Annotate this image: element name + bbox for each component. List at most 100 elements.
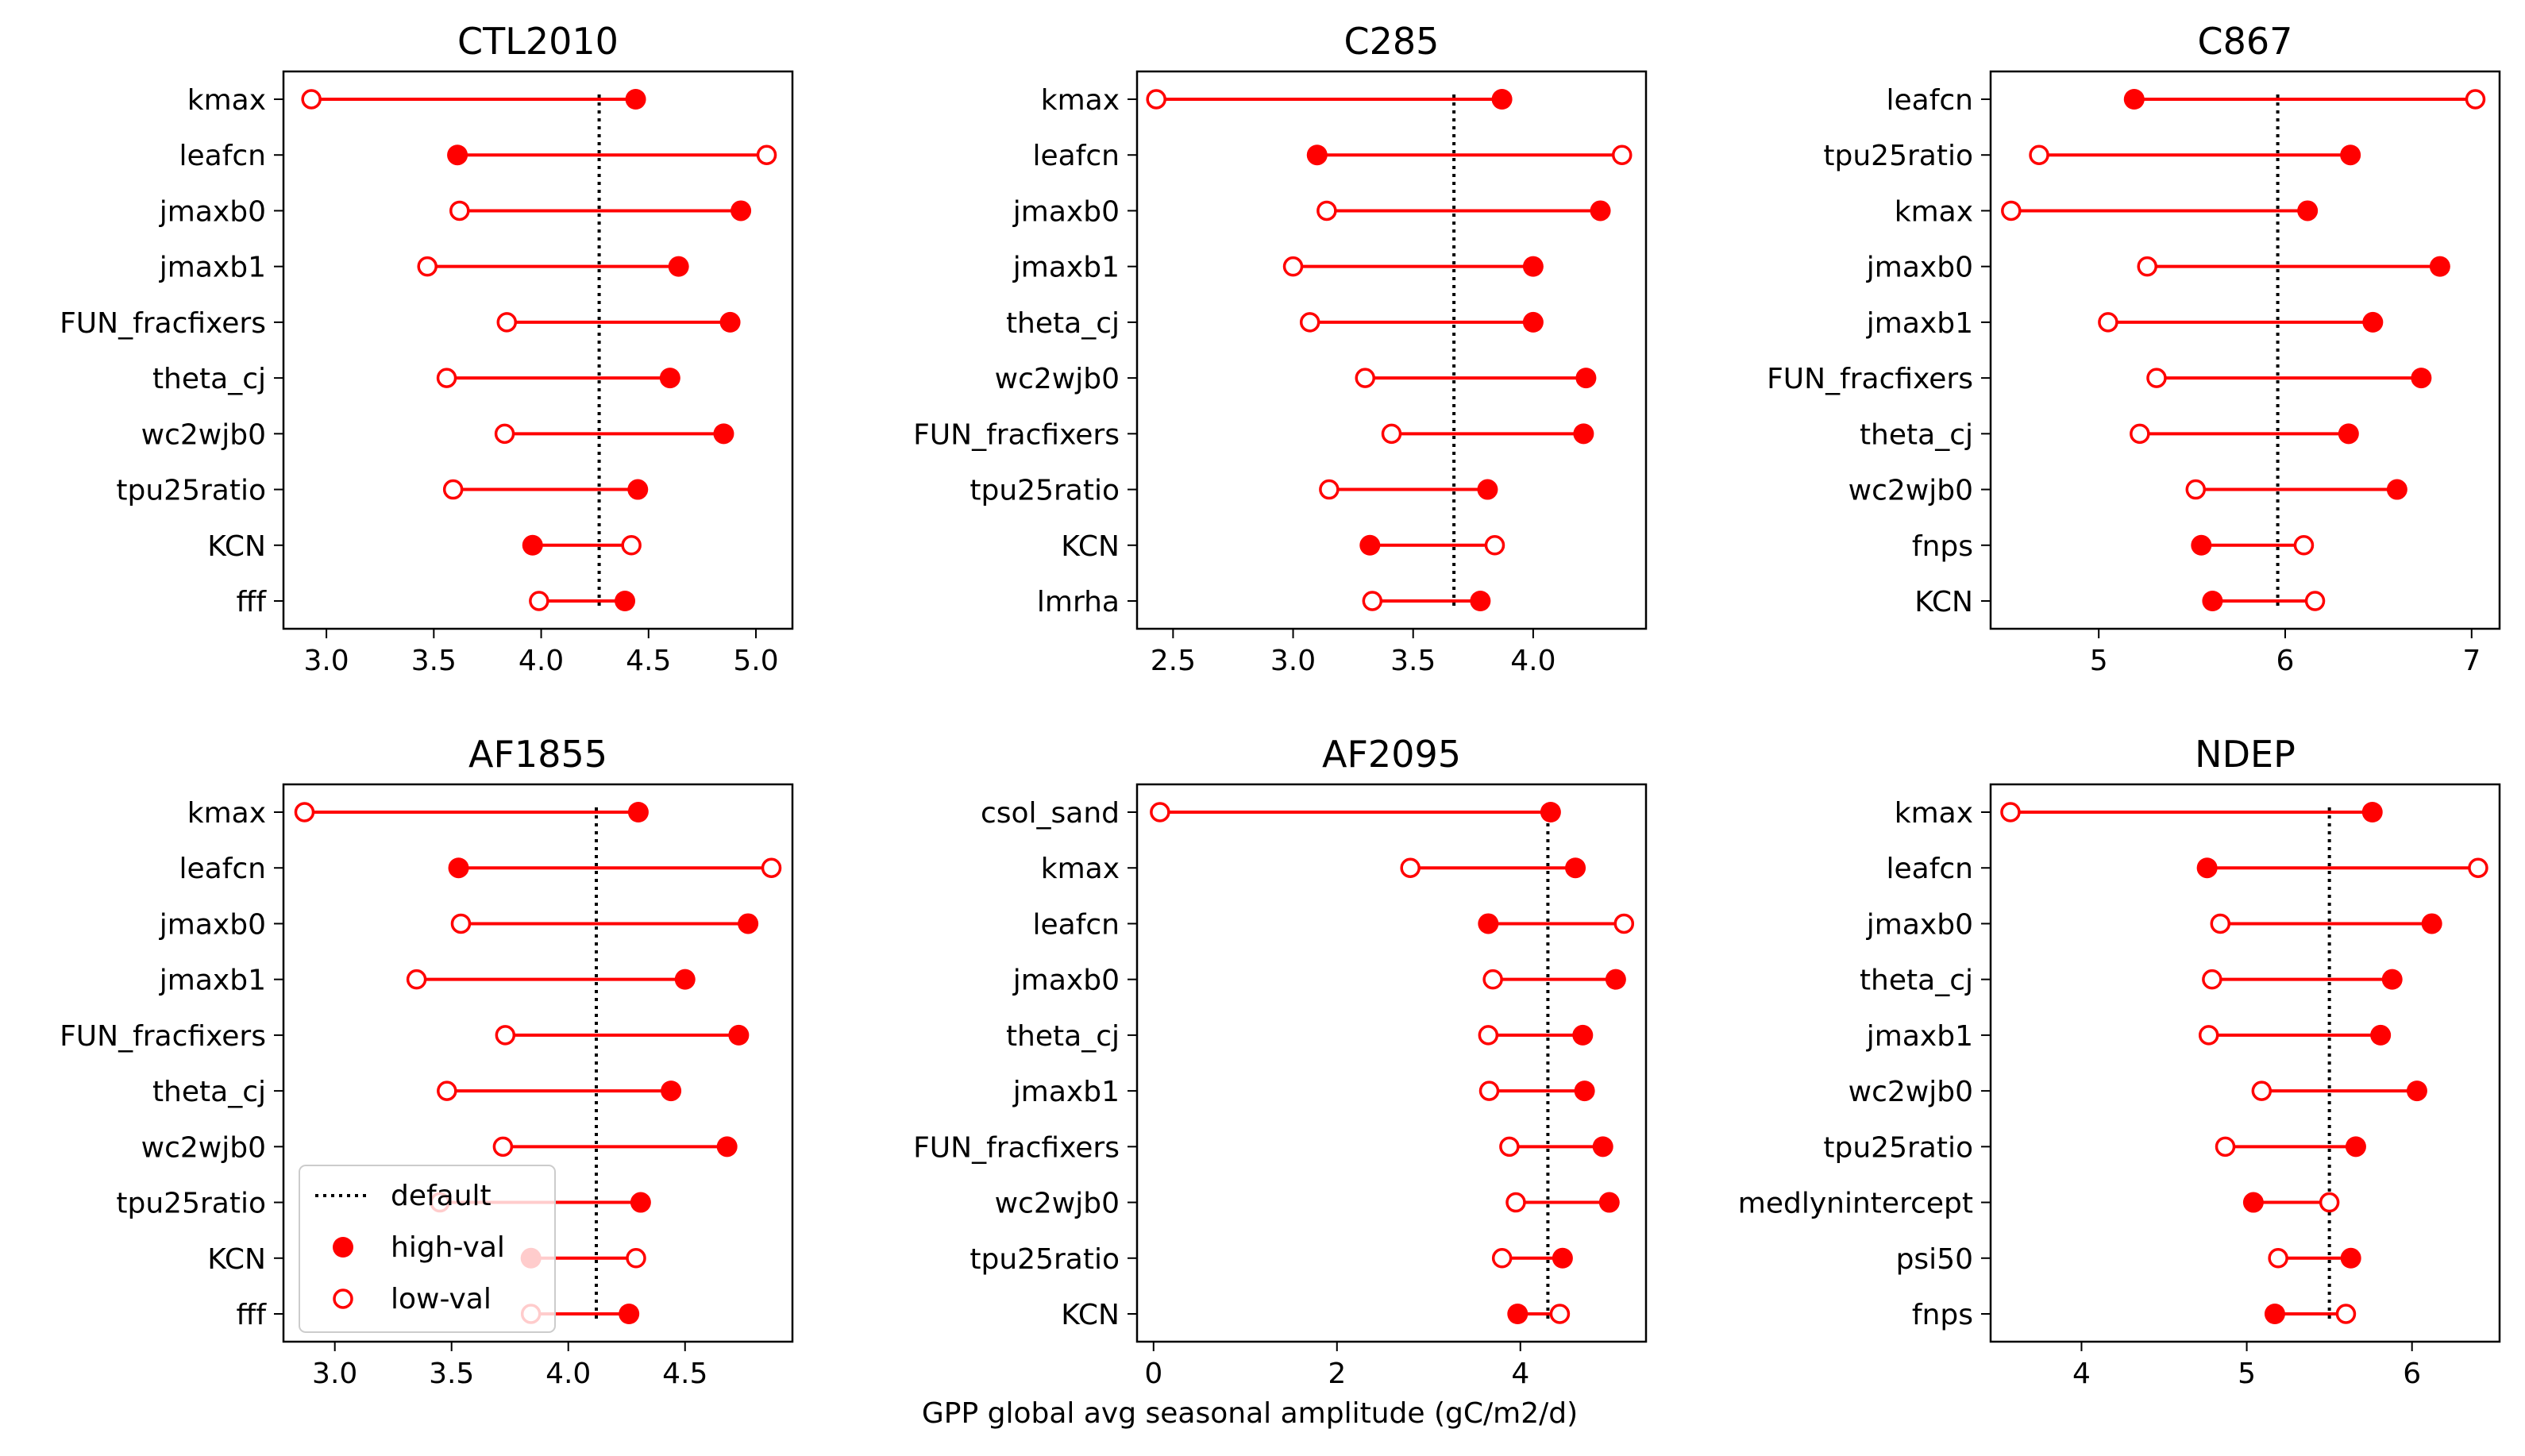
panel-c867: C867 leafcn tpu25ratio kmax jmaxb0 jmaxb1 FUN_… (1767, 20, 2501, 677)
high-val-marker (1598, 1192, 1620, 1213)
param-label: jmaxb0 (1012, 195, 1120, 228)
param-label: KCN (207, 1243, 266, 1276)
high-val-marker (728, 1024, 750, 1046)
panel-title: C867 (2198, 20, 2293, 63)
low-val-marker (2293, 535, 2315, 556)
high-val-marker (615, 591, 636, 611)
low-val-marker (2335, 1304, 2357, 1324)
high-val-marker (2297, 200, 2319, 221)
param-label: jmaxb1 (1866, 307, 1973, 340)
low-val-marker (2146, 368, 2167, 388)
x-tick-label: 4.0 (518, 645, 564, 677)
low-val-marker (2304, 591, 2326, 611)
param-label: jmaxb1 (159, 965, 266, 997)
param-label: kmax (1041, 853, 1120, 885)
high-val-marker (738, 913, 759, 934)
high-val-marker (1306, 144, 1328, 166)
low-val-marker (406, 969, 427, 990)
high-val-marker (2242, 1192, 2264, 1213)
high-val-marker (1522, 256, 1544, 277)
low-val-marker (761, 857, 782, 878)
high-val-marker (2202, 591, 2223, 611)
high-val-marker (2340, 1247, 2361, 1269)
low-val-marker (2198, 1025, 2219, 1046)
panel-ndep: NDEP kmax leafcn jmaxb0 theta_cj jmaxb1 wc2wjb… (1738, 733, 2501, 1390)
x-tick-label: 6 (2276, 645, 2295, 677)
x-tick-label: 3.5 (1390, 645, 1436, 677)
axes-frame (1135, 783, 1648, 1343)
axes-frame (282, 783, 794, 1343)
param-label: FUN_fracfixers (913, 1131, 1120, 1164)
low-val-marker (2319, 1192, 2340, 1213)
low-val-marker (1549, 1304, 1571, 1324)
low-val-marker (1362, 591, 1383, 611)
high-val-marker (2123, 89, 2145, 110)
low-val-marker (2468, 857, 2488, 878)
param-label: kmax (1041, 84, 1120, 117)
x-tick-label: 3.5 (411, 645, 457, 677)
high-val-marker (1605, 969, 1626, 990)
high-val-marker (2338, 423, 2359, 445)
high-val-marker (2361, 802, 2383, 822)
param-label: kmax (187, 84, 266, 117)
high-val-marker (448, 857, 469, 879)
param-label: theta_cj (1860, 965, 1973, 997)
low-val-marker (626, 1248, 646, 1269)
param-label: KCN (1914, 586, 1973, 618)
x-tick-label: 3.0 (312, 1358, 357, 1390)
high-val-marker (713, 423, 734, 445)
x-tick-label: 5 (2238, 1358, 2256, 1390)
low-val-marker (529, 591, 549, 611)
low-val-marker (756, 144, 777, 165)
legend-box (299, 1165, 556, 1333)
low-val-marker (1299, 312, 1320, 333)
high-val-marker (1590, 200, 1611, 221)
low-val-marker (492, 1136, 514, 1157)
param-label: leafcn (1033, 908, 1120, 941)
high-val-marker (2406, 1080, 2427, 1102)
high-val-marker (2362, 311, 2384, 333)
high-val-marker (2370, 1024, 2392, 1046)
param-label: tpu25ratio (1823, 1131, 1973, 1164)
param-label: wc2wjb0 (995, 1188, 1120, 1220)
panel-title: NDEP (2195, 733, 2296, 776)
high-val-marker (731, 200, 752, 221)
low-val-marker (1612, 144, 1633, 165)
low-val-marker (294, 802, 315, 822)
param-label: tpu25ratio (970, 475, 1120, 507)
low-val-marker (1482, 969, 1503, 990)
legend-high-label: high-val (391, 1231, 505, 1264)
param-label: fff (237, 586, 268, 618)
axes-frame (1989, 70, 2501, 630)
param-label: jmaxb0 (1012, 965, 1120, 997)
x-tick-label: 4.0 (1510, 645, 1555, 677)
high-val-marker (630, 1192, 651, 1213)
legend-low-swatch (333, 1288, 353, 1309)
panel-title: AF2095 (1322, 733, 1461, 776)
legend-high-swatch (333, 1237, 353, 1258)
axes-frame (1989, 783, 2501, 1343)
param-label: theta_cj (1006, 1020, 1120, 1053)
low-val-marker (1355, 368, 1375, 388)
panel-c285: C285 kmax leafcn jmaxb0 jmaxb1 theta_cj wc2wjb… (913, 20, 1648, 677)
param-label: jmaxb0 (159, 195, 266, 228)
param-label: jmaxb1 (1012, 1076, 1120, 1108)
low-val-marker (496, 312, 518, 333)
param-label: wc2wjb0 (141, 418, 266, 451)
high-val-marker (1477, 479, 1498, 500)
high-val-marker (1592, 1136, 1613, 1157)
param-label: theta_cj (152, 363, 266, 395)
low-val-marker (2465, 89, 2486, 110)
param-label: leafcn (1887, 84, 1974, 117)
high-val-marker (2340, 144, 2361, 166)
low-val-marker (1478, 1025, 1499, 1046)
low-val-marker (1478, 1080, 1500, 1101)
high-val-marker (2411, 368, 2432, 389)
param-label: FUN_fracfixers (60, 1020, 266, 1053)
high-val-marker (522, 534, 543, 556)
high-val-marker (2345, 1136, 2366, 1157)
high-val-marker (1574, 1080, 1595, 1102)
high-val-marker (2381, 969, 2403, 990)
